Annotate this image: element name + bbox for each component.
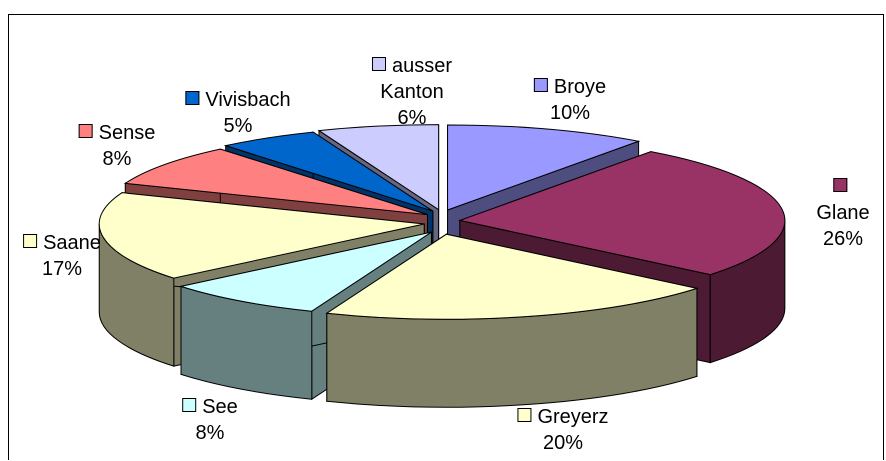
- category-label: ausser Kanton: [380, 55, 453, 103]
- legend-swatch: [533, 78, 548, 92]
- legend-swatch: [371, 57, 386, 71]
- percent-label: 26%: [822, 228, 864, 250]
- category-label: See: [202, 396, 238, 418]
- slice: [458, 151, 786, 276]
- data-label: Sense 8%: [78, 120, 156, 172]
- percent-label: 10%: [549, 102, 591, 124]
- data-label: Saane 17%: [23, 230, 101, 282]
- legend-swatch: [185, 91, 200, 105]
- data-label: Vivisbach 5%: [185, 87, 291, 139]
- category-label: Greyerz: [537, 406, 609, 428]
- percent-label: 20%: [542, 432, 584, 454]
- chart-frame: [8, 14, 884, 460]
- slice: [447, 124, 641, 211]
- category-label: Broye: [553, 76, 607, 98]
- category-label: Glane: [816, 202, 870, 224]
- data-label: ausser Kanton 6%: [352, 53, 472, 131]
- slice: [98, 192, 425, 279]
- category-label: Vivisbach: [205, 89, 291, 111]
- percent-label: 8%: [102, 148, 132, 170]
- legend-swatch: [833, 178, 847, 192]
- percent-label: 17%: [41, 258, 83, 280]
- slice: [179, 231, 432, 312]
- slice: [325, 233, 699, 320]
- data-label: See 8%: [182, 394, 238, 446]
- category-label: Saane: [43, 232, 101, 254]
- data-label: Broye 10%: [533, 74, 607, 126]
- percent-label: 6%: [397, 107, 427, 129]
- percent-label: 5%: [223, 115, 253, 137]
- legend-swatch: [23, 234, 38, 248]
- percent-label: 8%: [195, 422, 225, 444]
- data-label: Glane 26%: [816, 174, 870, 252]
- legend-swatch: [182, 398, 197, 412]
- legend-swatch: [517, 408, 532, 422]
- slice: [223, 131, 434, 212]
- legend-swatch: [78, 124, 93, 138]
- category-label: Sense: [98, 122, 156, 144]
- slice: [123, 148, 428, 216]
- data-label: Greyerz 20%: [517, 404, 609, 456]
- slice: [317, 124, 440, 211]
